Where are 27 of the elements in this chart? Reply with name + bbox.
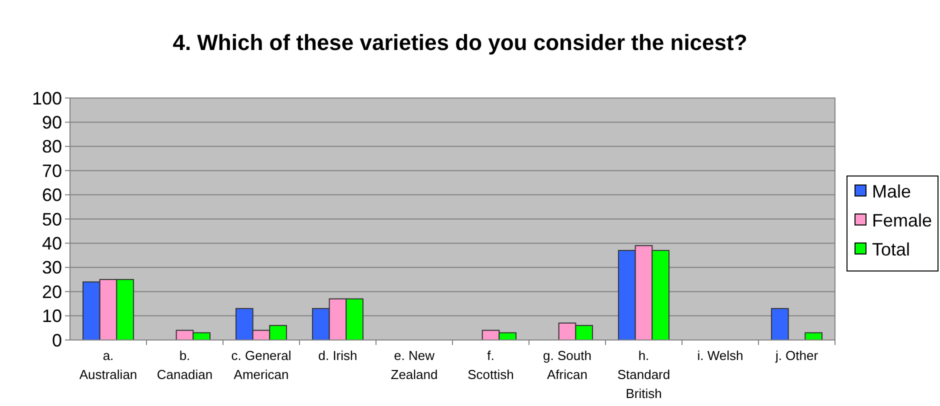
legend-label: Female [872, 210, 932, 230]
y-tick-label: 0 [52, 330, 62, 350]
y-tick-label: 90 [42, 112, 62, 132]
x-tick-label: j. Other [774, 348, 819, 363]
x-tick-label: d. Irish [318, 348, 358, 363]
x-tick-label: b. Canadian [156, 348, 213, 382]
y-tick-label: 70 [42, 160, 62, 181]
legend-label: Male [872, 181, 912, 202]
legend-label: Total [872, 239, 910, 260]
x-tick-label: c. General American [231, 348, 292, 382]
bar [771, 308, 789, 340]
y-tick-label: 20 [42, 282, 62, 302]
y-tick-label: 30 [42, 258, 62, 278]
x-tick-label: i. Welsh [697, 348, 744, 363]
chart-title: 4. Which of these varieties do you consider the nicest? [172, 30, 748, 55]
y-tick-label: 100 [32, 88, 62, 108]
x-tick-label: a. Australian [79, 348, 138, 382]
x-tick-label: g. South African [543, 348, 592, 382]
x-tick-label: f. Scottish [468, 348, 514, 382]
y-tick-label: 50 [42, 209, 62, 230]
x-tick-label: e. New Zealand [390, 348, 438, 382]
y-tick-label: 40 [42, 234, 62, 254]
y-tick-label: 60 [42, 185, 62, 206]
y-tick-label: 80 [42, 136, 62, 157]
x-tick-label: h. Standard British [617, 348, 670, 401]
bar [804, 332, 822, 340]
y-tick-label: 10 [42, 306, 62, 326]
